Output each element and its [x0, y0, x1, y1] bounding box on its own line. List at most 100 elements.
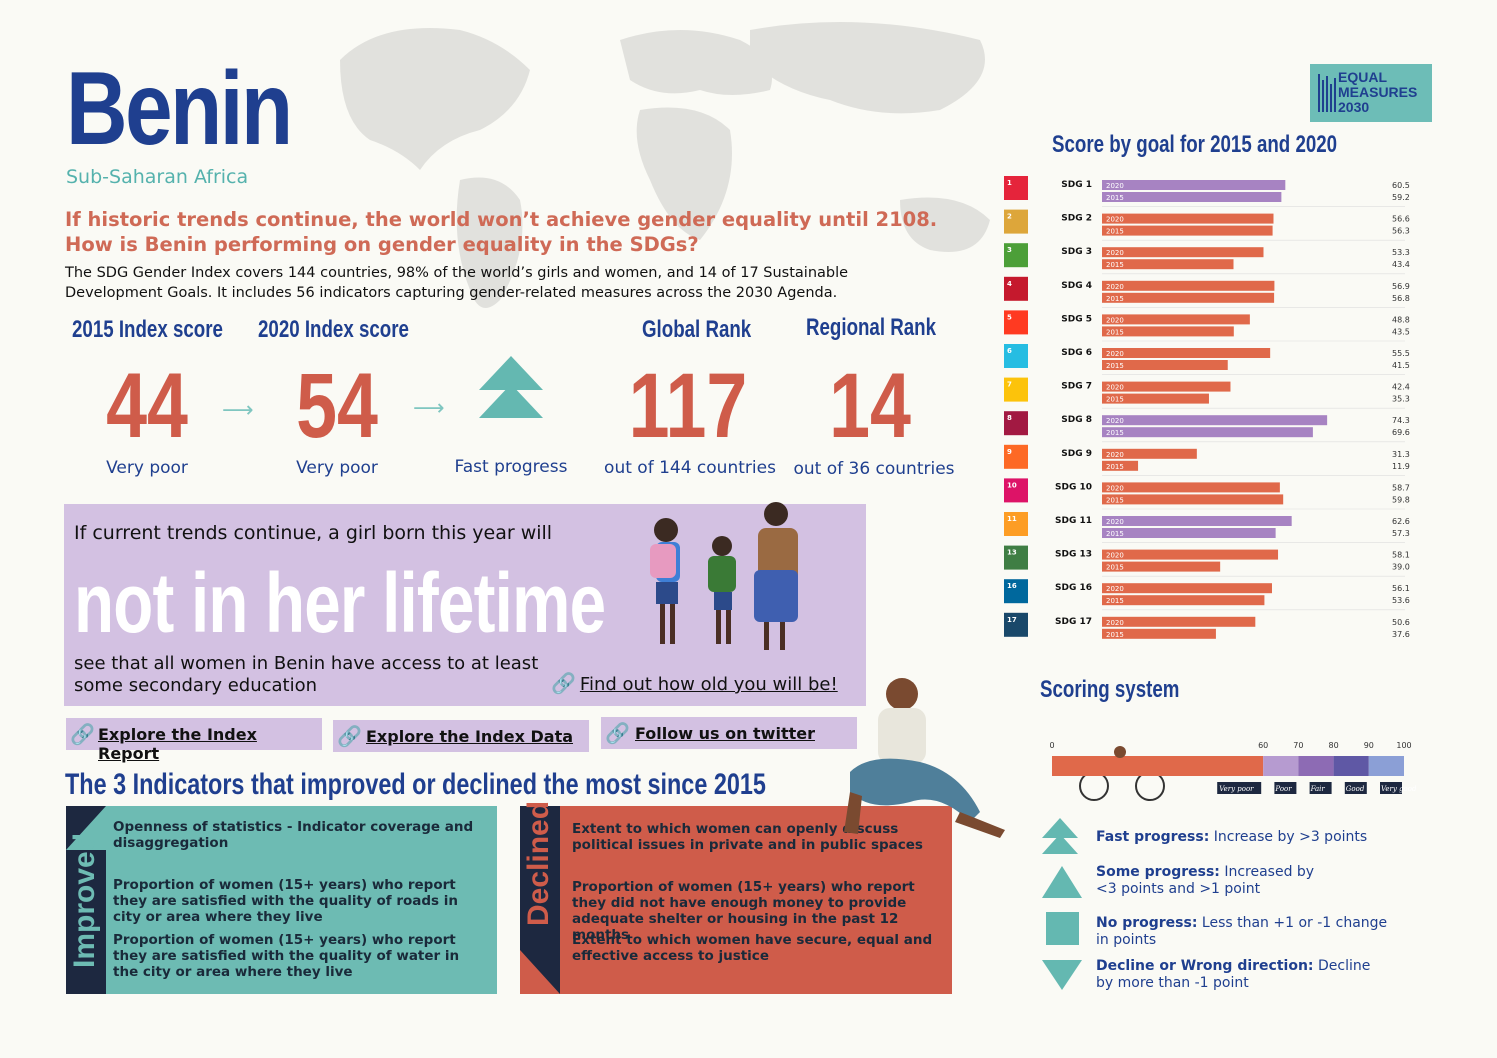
sdg-goal-icon-number: 10 [1007, 481, 1017, 489]
regional-rank-sub: out of 36 countries [793, 459, 955, 479]
explore-data-button[interactable]: 🔗 Explore the Index Data [333, 720, 589, 752]
country-title: Benin [66, 51, 293, 167]
sdg-goal-icon-number: 3 [1007, 246, 1012, 254]
explore-report-button[interactable]: 🔗 Explore the Index Report [66, 718, 322, 763]
legend-decline: Decline or Wrong direction: Decline by m… [1096, 958, 1386, 992]
chart-title: Score by goal for 2015 and 2020 [1052, 131, 1338, 158]
scoring-title: Scoring system [1040, 676, 1180, 703]
chart-bar-series-label: 2015 [1106, 328, 1124, 336]
chart-category-label: SDG 5 [1061, 314, 1092, 324]
global-rank-value: 117 [628, 355, 748, 457]
legend-some-progress: Some progress: Increased by <3 points an… [1096, 864, 1336, 898]
chart-data-label: 56.6 [1392, 215, 1410, 224]
sdg-goal-icon-number: 8 [1007, 414, 1012, 422]
chart-data-label: 39.0 [1392, 563, 1410, 572]
chart-bar-series-label: 2015 [1106, 295, 1124, 303]
chart-bar-series-label: 2020 [1106, 216, 1124, 224]
chart-data-label: 62.6 [1392, 517, 1410, 526]
chart-bar-series-label: 2020 [1106, 384, 1124, 392]
scoring-band-label: Very poor [1219, 785, 1254, 793]
explore-data-label[interactable]: Explore the Index Data [366, 727, 574, 746]
sdg-goal-icon-number: 16 [1007, 582, 1017, 590]
chart-data-label: 53.3 [1392, 248, 1410, 257]
intro-text: The SDG Gender Index covers 144 countrie… [65, 265, 849, 301]
girl-callout-detail: see that all women in Benin have access … [74, 653, 539, 696]
chart-bar [1102, 393, 1209, 404]
chart-bar [1102, 494, 1284, 505]
scoring-band-label: Good [1346, 785, 1365, 793]
chart-data-label: 43.5 [1392, 327, 1410, 336]
regional-rank-value: 14 [829, 355, 911, 457]
scoring-tick-label: 100 [1396, 741, 1411, 750]
some-progress-legend-icon [1042, 866, 1082, 898]
logo-line-1: EQUAL [1338, 69, 1387, 85]
twitter-button[interactable]: 🔗 Follow us on twitter [601, 717, 857, 749]
chart-category-label: SDG 9 [1061, 449, 1092, 459]
declined-item-2: Proportion of women (15+ years) who repo… [572, 879, 915, 943]
global-rank-label: Global Rank [642, 316, 752, 343]
chart-bar [1102, 528, 1276, 538]
decline-legend-icon [1042, 960, 1082, 990]
link-icon: 🔗 [605, 721, 630, 745]
chart-bar [1102, 192, 1282, 202]
score-2020-label: 2020 Index score [258, 316, 409, 343]
chart-data-label: 56.9 [1392, 282, 1410, 291]
sdg-goal-icon [1004, 579, 1028, 604]
scoring-band-label: Fair [1310, 785, 1326, 793]
chart-bar-series-label: 2015 [1106, 429, 1124, 437]
sdg-goal-icon [1004, 176, 1028, 200]
sdg-goal-icon [1004, 377, 1028, 402]
link-icon: 🔗 [337, 724, 362, 748]
find-age-link-label[interactable]: Find out how old you will be! [579, 674, 838, 695]
scoring-band-label-bg [1380, 782, 1402, 794]
chart-bar-series-label: 2015 [1106, 228, 1124, 236]
chart-data-label: 53.6 [1392, 596, 1410, 605]
chart-data-label: 56.1 [1392, 584, 1410, 593]
logo-line-3: 2030 [1338, 99, 1370, 115]
sdg-goal-icon-number: 17 [1007, 616, 1017, 624]
chart-bar [1102, 595, 1265, 606]
chart-category-label: SDG 13 [1055, 550, 1092, 560]
progress-rating: Fast progress [454, 457, 568, 477]
chart-category-label: SDG 8 [1061, 415, 1092, 425]
chart-bar-series-label: 2015 [1106, 530, 1124, 538]
twitter-label[interactable]: Follow us on twitter [635, 724, 815, 743]
chart-bar [1102, 549, 1279, 560]
global-rank-sub: out of 144 countries [604, 458, 776, 478]
chart-bar-series-label: 2020 [1106, 619, 1124, 627]
find-age-link[interactable]: 🔗 Find out how old you will be! [551, 671, 838, 695]
chart-bar-series-label: 2015 [1106, 362, 1124, 370]
chart-data-label: 35.3 [1392, 395, 1410, 404]
sdg-goal-icon-number: 5 [1007, 313, 1012, 321]
score-2015-label: 2015 Index score [72, 316, 223, 343]
scoring-tick-label: 60 [1258, 741, 1268, 750]
sdg-goal-icon [1004, 612, 1028, 637]
improved-corner [66, 806, 106, 850]
explore-report-label[interactable]: Explore the Index Report [98, 725, 257, 763]
bicycle-wheel-icon [1079, 771, 1109, 801]
scoring-tick-label: 80 [1329, 741, 1339, 750]
sdg-goal-icon [1004, 512, 1028, 536]
logo-bars-icon [1318, 74, 1336, 112]
arrow-right-icon: ⟶ [413, 396, 445, 421]
chart-bar-series-label: 2015 [1106, 396, 1124, 404]
sdg-goal-icon-number: 6 [1007, 347, 1012, 355]
sdg-goal-icon [1004, 209, 1028, 234]
girl-callout-box [64, 504, 866, 706]
chart-bar [1102, 616, 1256, 627]
chart-bar [1102, 225, 1273, 236]
chart-category-label: SDG 7 [1061, 382, 1092, 392]
chart-bar-series-label: 2020 [1106, 316, 1124, 324]
chart-data-label: 58.1 [1392, 551, 1410, 560]
chart-bar [1102, 381, 1231, 392]
sdg-goal-icon-number: 1 [1007, 179, 1012, 187]
legend-some-progress-title: Some progress: [1096, 864, 1220, 880]
legend-no-progress-title: No progress: [1096, 915, 1198, 931]
scoring-tick-label: 70 [1293, 741, 1303, 750]
bicycle-wheel-icon [1135, 771, 1165, 801]
sdg-goal-icon [1004, 478, 1028, 503]
chart-bar [1102, 280, 1275, 291]
legend-fast-progress-title: Fast progress: [1096, 829, 1210, 845]
improved-label: Improved [68, 832, 101, 968]
sdg-goal-icon-number: 9 [1007, 448, 1012, 456]
